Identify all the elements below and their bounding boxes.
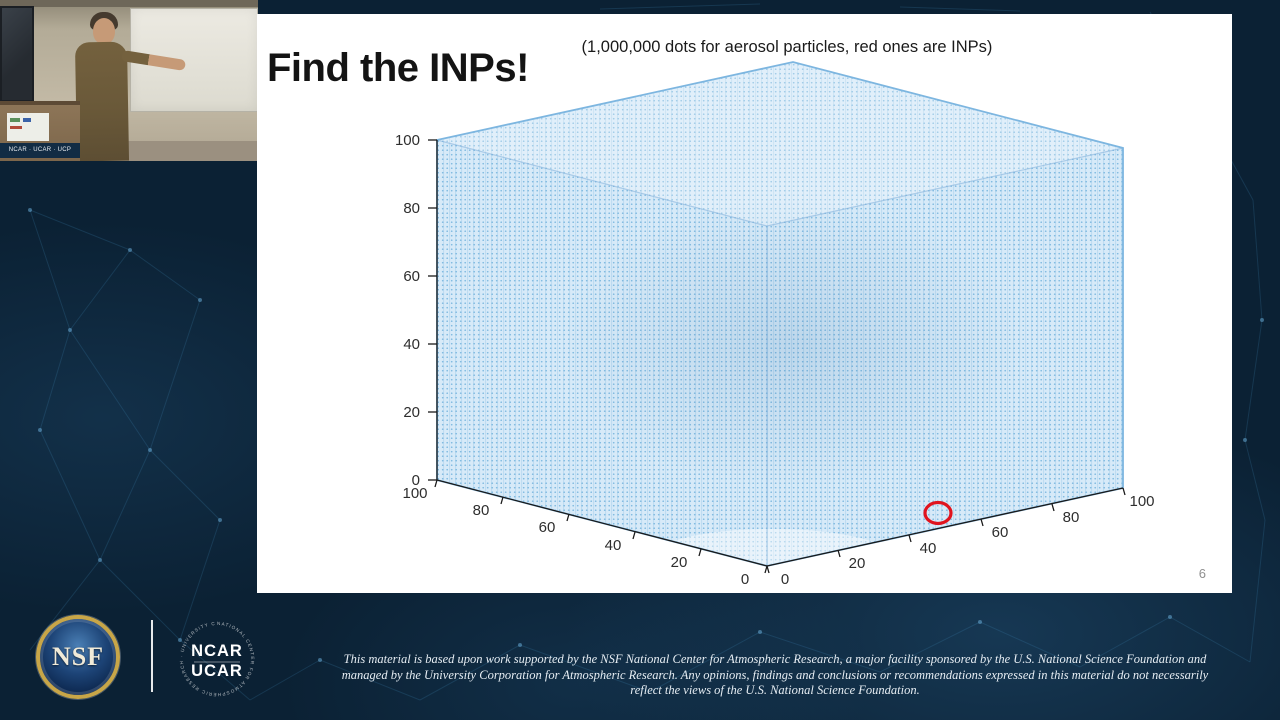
presenter-torso [74,41,130,161]
y-tick-label: 0 [741,571,749,588]
chart-caption: (1,000,000 dots for aerosol particles, r… [581,38,993,56]
presentation-slide: Find the INPs! (1,000,000 dots for aeros… [257,14,1232,593]
y-tick-label: 20 [671,554,688,571]
aerosol-3d-scatter: 100 80 60 40 20 0 100 80 60 40 20 0 0 20… [395,61,1155,588]
ncar-logo-text: NCAR [191,642,243,660]
tick-labels: 100 80 60 40 20 0 100 80 60 40 20 0 0 20… [395,132,1155,588]
z-tick-label: 40 [403,336,420,353]
ncar-ucar-logo: NATIONAL CENTER FOR ATMOSPHERIC RESEARCH… [162,616,254,697]
y-tick-label: 80 [473,502,490,519]
nsf-logo-text: NSF [51,642,105,671]
z-tick-label: 20 [403,404,420,421]
z-tick-label: 100 [395,132,420,149]
x-tick-label: 40 [920,540,937,557]
presenter [56,12,187,161]
x-tick-label: 60 [992,524,1009,541]
slide-title: Find the INPs! [267,46,529,90]
podium-poster [7,113,49,141]
inp-annotation-circle [923,500,953,526]
y-tick-label: 100 [402,485,427,502]
x-tick-label: 20 [849,555,866,572]
disclaimer-line: This material is based upon work support… [343,652,1207,666]
aerosol-dot-cube [436,61,1124,585]
y-tick-label: 40 [605,537,622,554]
x-tick-label: 100 [1129,493,1154,510]
z-tick-label: 60 [403,268,420,285]
logo-separator [151,620,153,692]
room-ceiling [0,0,258,7]
nsf-logo: NSF [36,615,120,699]
presenter-face [93,18,115,44]
presenter-pointing-arm [121,50,187,71]
presenter-webcam: NCAR · UCAR · UCP [0,0,258,161]
room-monitor [0,6,34,102]
z-tick-label: 80 [403,200,420,217]
x-tick-label: 80 [1063,509,1080,526]
ucar-logo-text: UCAR [191,662,243,680]
z-tick-label: 0 [412,472,420,489]
slide-page-number: 6 [1198,566,1206,581]
podium-nameplate: NCAR · UCAR · UCP [0,143,80,158]
disclaimer-line: managed by the University Corporation fo… [341,667,1209,682]
x-tick-label: 0 [781,571,789,588]
disclaimer-line: reflect the views of the U.S. National S… [630,683,920,697]
y-tick-label: 60 [539,519,556,536]
podium: NCAR · UCAR · UCP [0,101,80,161]
axes [428,139,1126,574]
funding-disclaimer: This material is based upon work support… [300,652,1250,699]
